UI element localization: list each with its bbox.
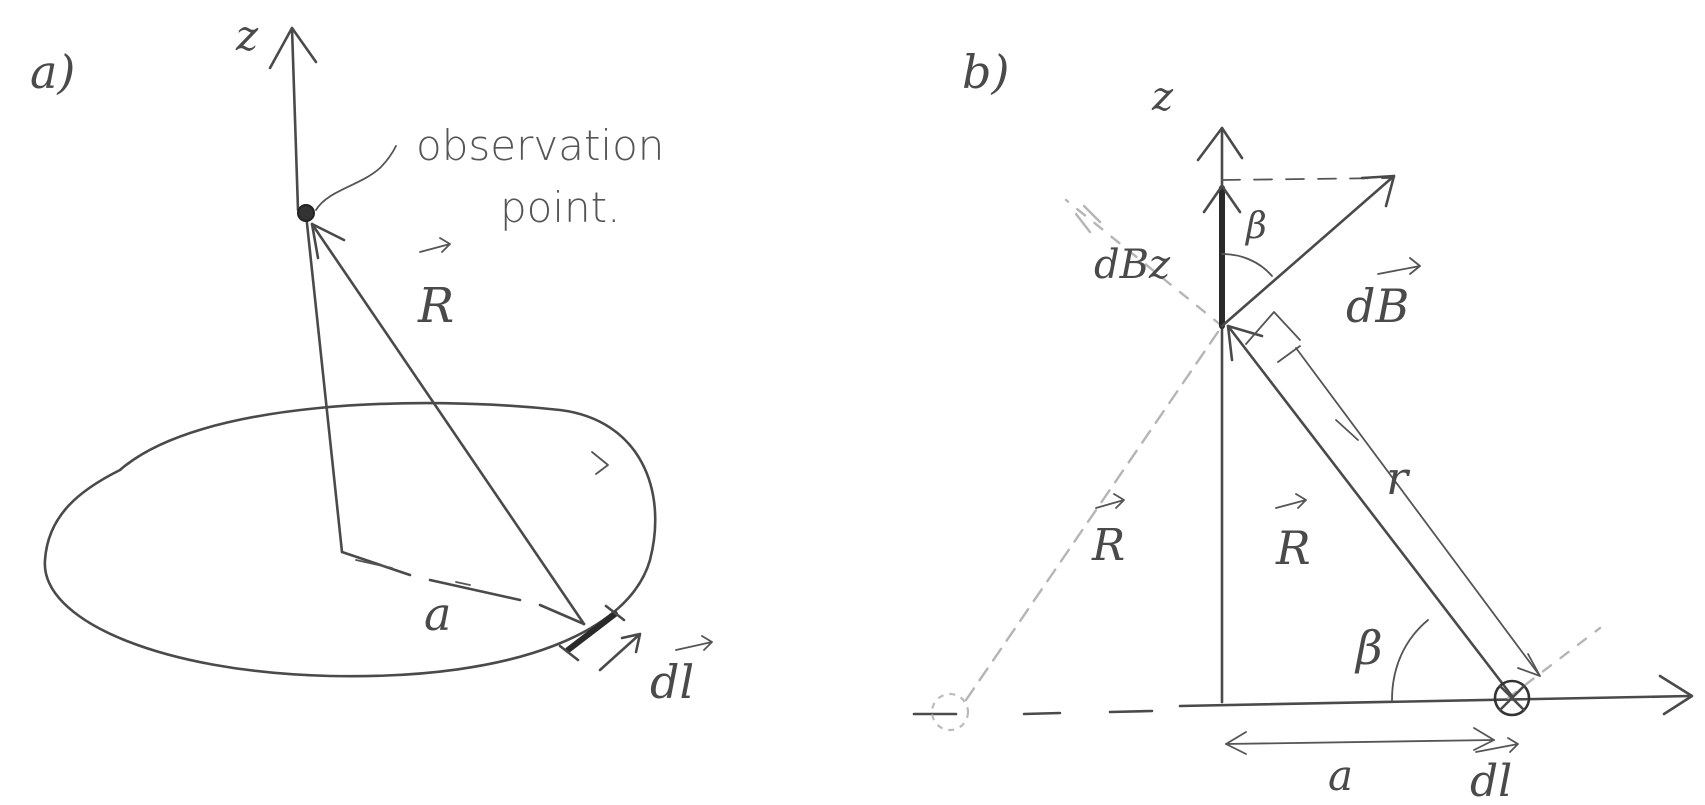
- vector-r-b: [1226, 324, 1514, 698]
- radius-a-label-b: a: [1328, 751, 1353, 800]
- current-element-into-page: [1493, 679, 1531, 717]
- svg-text:dl: dl: [650, 655, 694, 709]
- dl-label-b: dl: [1470, 737, 1519, 805]
- mirror-vector-r: [964, 324, 1224, 702]
- db-z-arrowhead: [1202, 184, 1242, 214]
- current-element-dl: [565, 611, 618, 653]
- radius-a-dimension-arrow-left: [1225, 731, 1247, 755]
- svg-text:R: R: [417, 278, 454, 334]
- dl-label-a: dl: [650, 635, 713, 709]
- observation-pointer: [315, 145, 397, 211]
- vector-r-b-arrowhead: [1226, 324, 1264, 362]
- panel-b-label: b): [962, 45, 1009, 99]
- z-axis-arrowhead: [268, 26, 318, 70]
- current-loop: [43, 401, 657, 678]
- radius-dash: [355, 559, 471, 586]
- right-angle-mark: [1245, 311, 1301, 345]
- dl-direction-arrow: [598, 632, 642, 672]
- vector-r-mirror-label: R: [1091, 493, 1125, 571]
- panel-a-label: a): [30, 45, 75, 99]
- mirror-right-dashed: [1506, 626, 1602, 700]
- svg-text:dB: dB: [1346, 279, 1409, 333]
- z-axis-label-b: z: [1151, 74, 1174, 120]
- db-z-label: dBz: [1094, 242, 1171, 288]
- observation-label-line2: point.: [500, 183, 620, 232]
- distance-r-line: [1295, 347, 1541, 677]
- svg-text:R: R: [1091, 520, 1125, 571]
- radius-a-dimension-arrow-right: [1473, 727, 1495, 751]
- svg-text:R: R: [1275, 521, 1311, 575]
- vector-r-b-label: R: [1275, 493, 1311, 575]
- current-element-tick-right: [604, 604, 626, 622]
- distance-r-tick-top: [1277, 345, 1359, 441]
- distance-r-arrowhead: [1517, 653, 1541, 677]
- horizontal-axis-arrowhead: [1658, 674, 1694, 716]
- distance-r-label: r: [1386, 451, 1411, 505]
- panel-b: b) z: [912, 45, 1694, 805]
- vector-r-a-label: R: [417, 237, 454, 334]
- z-axis-b-arrowhead: [1196, 126, 1244, 162]
- horizontal-axis-b: [912, 674, 1694, 716]
- observation-label-line1: observation: [416, 121, 664, 170]
- current-element-tick-left: [558, 644, 580, 662]
- observation-point: [297, 204, 315, 222]
- vector-db: [1220, 174, 1396, 328]
- loop-direction-arrow: [591, 451, 609, 475]
- angle-beta-bottom-label: β: [1354, 621, 1383, 675]
- radius-a-dimension: [1225, 739, 1495, 745]
- radius-a-label: a: [424, 587, 451, 641]
- vector-r-a: [310, 222, 586, 626]
- vector-db-arrowhead: [1360, 174, 1396, 208]
- svg-text:dl: dl: [1470, 756, 1512, 805]
- vector-db-label: dB: [1346, 257, 1421, 333]
- mirror-angle-mark: [1074, 204, 1102, 234]
- angle-beta-top-arc: [1221, 253, 1273, 277]
- mirror-current-element: [930, 692, 970, 732]
- observation-to-center-line: [304, 212, 344, 554]
- angle-beta-top-label: β: [1244, 206, 1267, 247]
- radius-a-line: [340, 550, 586, 626]
- angle-beta-bottom-arc: [1391, 619, 1429, 701]
- z-axis-a: [268, 26, 318, 212]
- vector-r-a-arrowhead: [310, 222, 346, 260]
- z-axis-label-a: z: [235, 11, 259, 60]
- panel-a: a) z observation point. R: [30, 11, 713, 709]
